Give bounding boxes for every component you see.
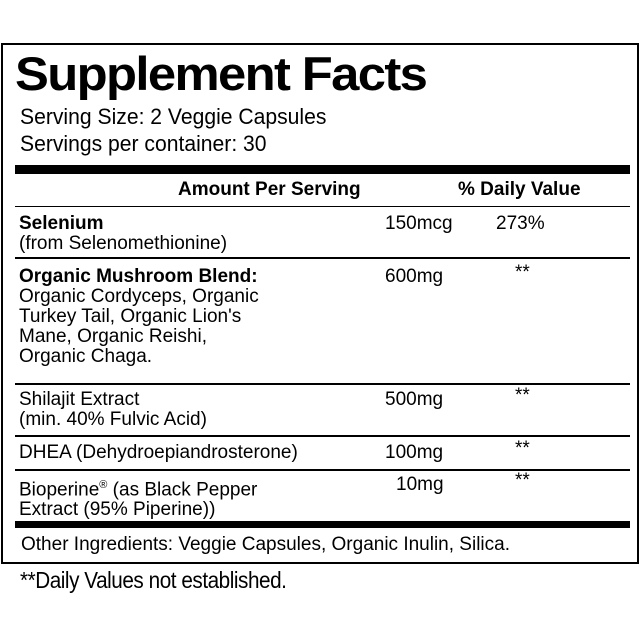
- nutrient-detail: Organic Chaga.: [19, 346, 153, 367]
- divider: [15, 206, 630, 207]
- nutrient-amount: 150mcg: [385, 213, 453, 234]
- other-ingredients: Other Ingredients: Veggie Capsules, Orga…: [21, 534, 510, 555]
- servings-per-container: Servings per container: 30: [20, 131, 267, 156]
- nutrient-dv: **: [515, 385, 530, 406]
- nutrient-row-mushroom-blend: Organic Mushroom Blend: Organic Cordycep…: [19, 267, 259, 367]
- panel-title: Supplement Facts: [15, 47, 428, 100]
- thick-divider: [15, 165, 630, 174]
- nutrient-name: Selenium: [19, 213, 104, 234]
- nutrient-detail: (from Selenomethionine): [19, 233, 228, 254]
- nutrient-detail: Turkey Tail, Organic Lion's: [19, 306, 242, 327]
- nutrient-amount: 500mg: [385, 389, 444, 410]
- divider: [15, 383, 630, 385]
- nutrient-dv: **: [515, 438, 530, 459]
- nutrient-name: Bioperine: [19, 479, 100, 501]
- nutrient-detail: Mane, Organic Reishi,: [19, 326, 207, 347]
- divider: [15, 469, 630, 471]
- nutrient-dv: 273%: [496, 213, 545, 234]
- nutrient-amount: 10mg: [396, 474, 444, 495]
- footnote: **Daily Values not established.: [20, 567, 287, 593]
- nutrient-row-shilajit: Shilajit Extract (min. 40% Fulvic Acid): [19, 390, 207, 430]
- nutrient-row-selenium: Selenium (from Selenomethionine): [19, 214, 227, 254]
- nutrient-name: DHEA (Dehydroepiandrosterone): [19, 442, 298, 463]
- nutrient-name: Organic Mushroom Blend:: [19, 266, 258, 287]
- nutrient-row-dhea: DHEA (Dehydroepiandrosterone): [19, 443, 298, 463]
- serving-size: Serving Size: 2 Veggie Capsules: [20, 104, 327, 129]
- nutrient-amount: 100mg: [385, 442, 444, 463]
- nutrient-detail: Extract (95% Piperine)): [19, 499, 216, 521]
- divider: [15, 435, 630, 437]
- amount-header: Amount Per Serving: [178, 179, 361, 200]
- nutrient-name: Shilajit Extract: [19, 389, 140, 410]
- nutrient-detail: (min. 40% Fulvic Acid): [19, 409, 207, 430]
- nutrient-amount: 600mg: [385, 266, 444, 287]
- nutrient-dv: **: [515, 470, 530, 491]
- nutrient-name-rest: (as Black Pepper: [107, 479, 258, 501]
- supplement-facts-panel: [1, 43, 639, 564]
- daily-value-header: % Daily Value: [458, 179, 581, 200]
- nutrient-detail: Organic Cordyceps, Organic: [19, 286, 259, 307]
- divider: [15, 257, 630, 259]
- nutrient-dv: **: [515, 262, 530, 283]
- thick-divider: [15, 521, 630, 528]
- nutrient-row-bioperine: Bioperine® (as Black Pepper Extract (95%…: [19, 475, 257, 520]
- registered-mark: ®: [99, 479, 108, 491]
